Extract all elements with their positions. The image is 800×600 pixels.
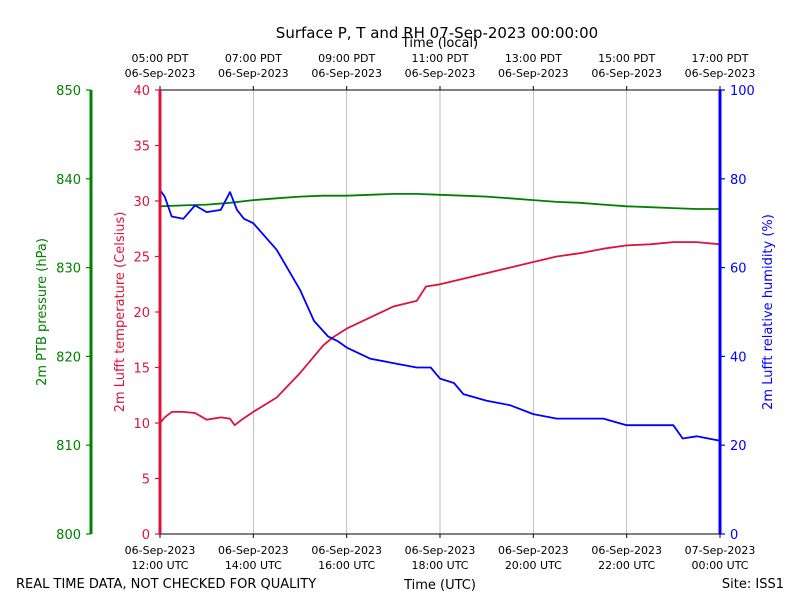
temperature-tick-label: 30 bbox=[133, 195, 150, 210]
temperature-tick-label: 10 bbox=[133, 417, 150, 432]
humidity-tick-label: 60 bbox=[730, 262, 747, 277]
humidity-tick-label: 40 bbox=[730, 350, 747, 365]
local-date-label: 06-Sep-2023 bbox=[498, 67, 569, 80]
humidity-line bbox=[159, 189, 721, 442]
utc-date-label: 06-Sep-2023 bbox=[405, 544, 476, 557]
temperature-tick-label: 35 bbox=[133, 140, 150, 155]
temperature-tick-label: 15 bbox=[133, 362, 150, 377]
humidity-tick-label: 100 bbox=[730, 84, 755, 99]
pressure-tick-label: 850 bbox=[56, 84, 81, 99]
local-time-label: 09:00 PDT bbox=[318, 52, 375, 65]
utc-time-label: 20:00 UTC bbox=[505, 559, 562, 572]
pressure-tick-label: 800 bbox=[56, 528, 81, 543]
utc-date-label: 06-Sep-2023 bbox=[218, 544, 289, 557]
humidity-tick-label: 80 bbox=[730, 173, 747, 188]
utc-time-label: 00:00 UTC bbox=[691, 559, 748, 572]
local-date-label: 06-Sep-2023 bbox=[125, 67, 196, 80]
utc-time-label: 14:00 UTC bbox=[225, 559, 282, 572]
utc-date-label: 06-Sep-2023 bbox=[591, 544, 662, 557]
local-time-axis: 05:00 PDT 06-Sep-2023 07:00 PDT 06-Sep-2023… bbox=[125, 52, 756, 90]
pressure-axis-label: 2m PTB pressure (hPa) bbox=[35, 238, 50, 386]
temperature-tick-label: 25 bbox=[133, 251, 150, 266]
site-label: Site: ISS1 bbox=[722, 577, 784, 592]
local-time-label: 17:00 PDT bbox=[691, 52, 748, 65]
pressure-tick-label: 840 bbox=[56, 173, 81, 188]
utc-time-label: 16:00 UTC bbox=[318, 559, 375, 572]
utc-time-label: 22:00 UTC bbox=[598, 559, 655, 572]
utc-time-label: 12:00 UTC bbox=[131, 559, 188, 572]
temperature-axis-label: 2m Lufft temperature (Celsius) bbox=[113, 212, 128, 413]
temperature-tick-label: 5 bbox=[142, 473, 150, 488]
local-time-label: 05:00 PDT bbox=[131, 52, 188, 65]
local-date-label: 06-Sep-2023 bbox=[311, 67, 382, 80]
chart-title: Surface P, T and RH 07-Sep-2023 00:00:00 bbox=[276, 24, 598, 42]
quality-disclaimer: REAL TIME DATA, NOT CHECKED FOR QUALITY bbox=[16, 577, 316, 592]
humidity-axis-label: 2m Lufft relative humidity (%) bbox=[761, 214, 776, 410]
humidity-axis: 0 20 40 60 80 100 bbox=[718, 84, 755, 543]
local-time-label: 15:00 PDT bbox=[598, 52, 655, 65]
utc-time-label: 18:00 UTC bbox=[411, 559, 468, 572]
utc-date-label: 06-Sep-2023 bbox=[498, 544, 569, 557]
temperature-tick-label: 0 bbox=[142, 528, 150, 543]
humidity-tick-label: 20 bbox=[730, 439, 747, 454]
local-date-label: 06-Sep-2023 bbox=[405, 67, 476, 80]
local-time-label: 11:00 PDT bbox=[411, 52, 468, 65]
pressure-tick-label: 820 bbox=[56, 350, 81, 365]
temperature-tick-label: 20 bbox=[133, 306, 150, 321]
series-layer bbox=[159, 189, 721, 442]
top-axis-label: Time (local) bbox=[401, 36, 478, 51]
x-axis-label: Time (UTC) bbox=[403, 578, 476, 593]
pressure-axis: 800 810 820 830 840 850 bbox=[56, 84, 93, 543]
local-time-label: 07:00 PDT bbox=[225, 52, 282, 65]
temperature-tick-label: 40 bbox=[133, 84, 150, 99]
utc-date-label: 07-Sep-2023 bbox=[685, 544, 756, 557]
pressure-tick-label: 830 bbox=[56, 262, 81, 277]
grid-lines bbox=[252, 90, 628, 534]
utc-time-axis: 06-Sep-2023 12:00 UTC 06-Sep-2023 14:00 UTC… bbox=[125, 534, 756, 572]
utc-date-label: 06-Sep-2023 bbox=[125, 544, 196, 557]
local-date-label: 06-Sep-2023 bbox=[218, 67, 289, 80]
humidity-tick-label: 0 bbox=[730, 528, 738, 543]
temperature-axis: 0 5 10 15 20 25 30 35 40 bbox=[133, 84, 162, 543]
local-date-label: 06-Sep-2023 bbox=[591, 67, 662, 80]
pressure-tick-label: 810 bbox=[56, 439, 81, 454]
temperature-line bbox=[159, 241, 721, 427]
utc-date-label: 06-Sep-2023 bbox=[311, 544, 382, 557]
pressure-line bbox=[159, 192, 720, 210]
local-time-label: 13:00 PDT bbox=[505, 52, 562, 65]
local-date-label: 06-Sep-2023 bbox=[685, 67, 756, 80]
